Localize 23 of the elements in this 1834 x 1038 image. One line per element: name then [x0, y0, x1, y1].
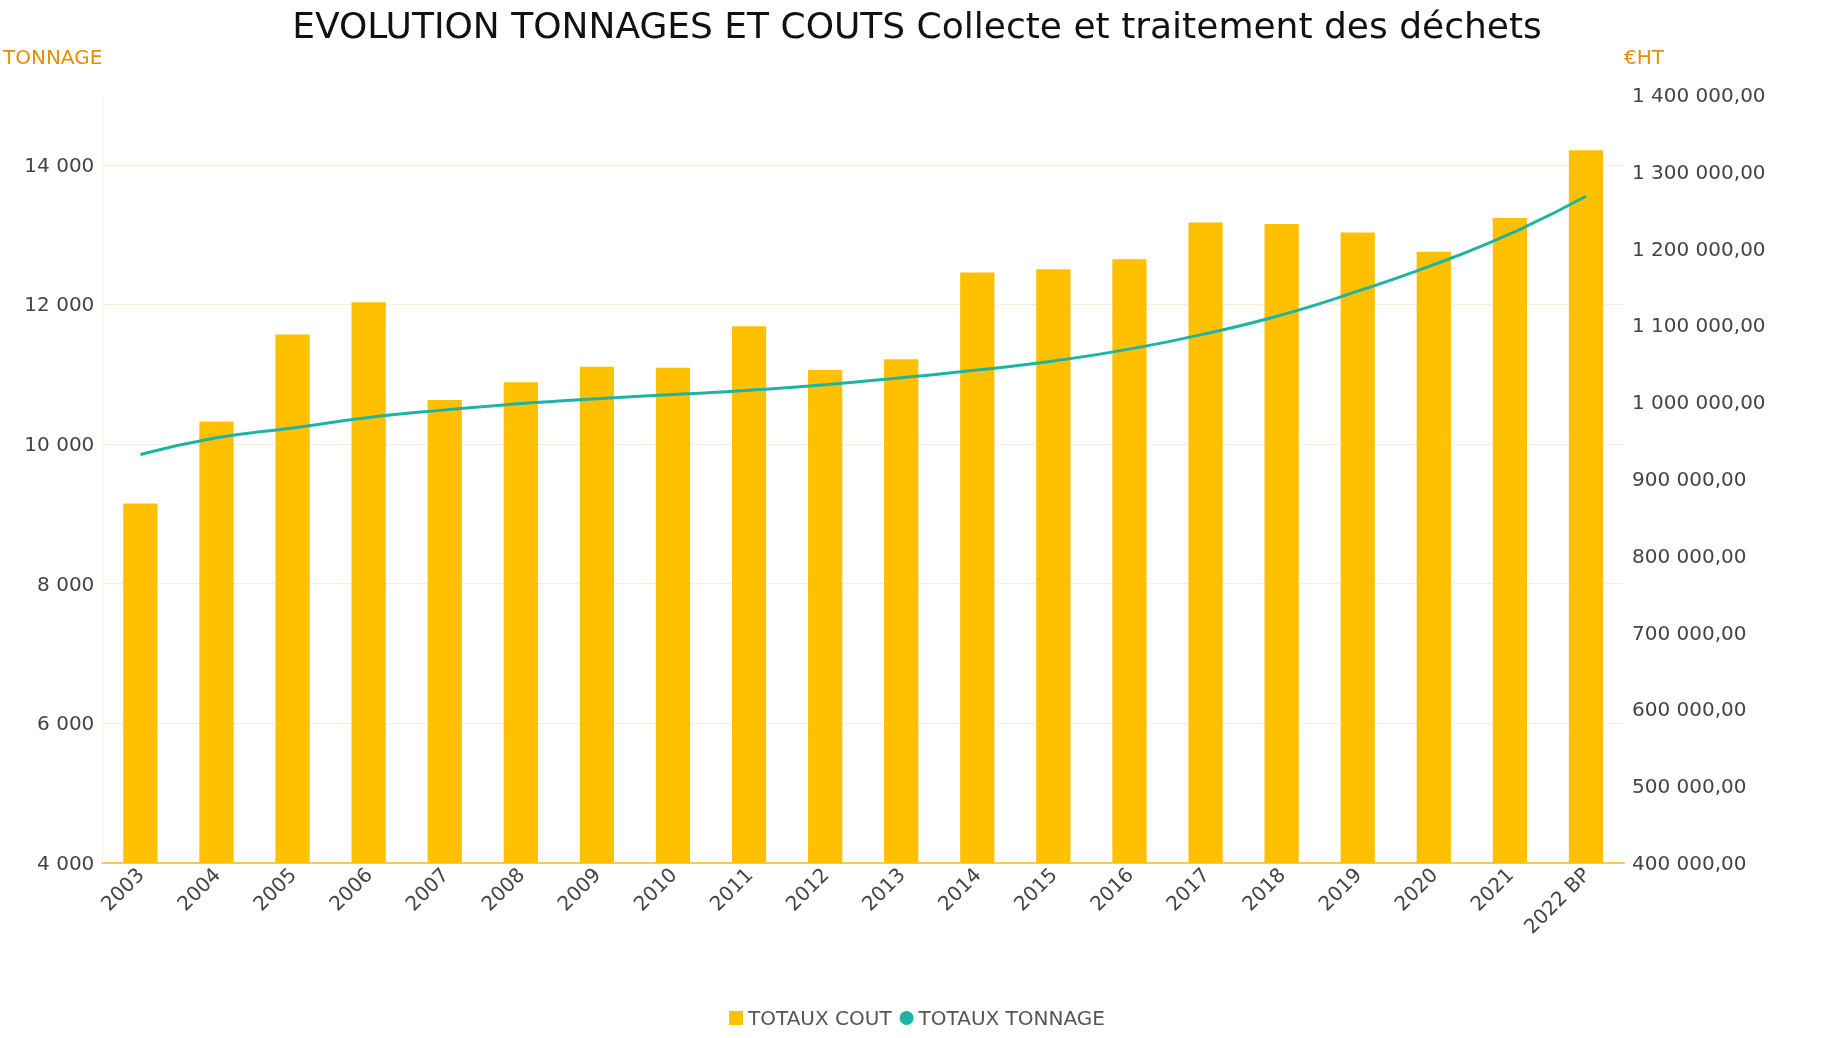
y2-tick-label: 900 000,00 — [1632, 467, 1747, 491]
y-tick-label: 10 000 — [24, 432, 95, 457]
y2-tick-label: 500 000,00 — [1632, 774, 1747, 799]
y2-tick-label: 1 400 000,00 — [1632, 83, 1766, 107]
y-tick-label: 6 000 — [37, 711, 95, 736]
y-axis-title: TONNAGE — [1, 45, 103, 69]
y2-tick-label: 600 000,00 — [1632, 697, 1747, 722]
y2-tick-label: 800 000,00 — [1632, 543, 1747, 568]
legend-label: TOTAUX COUT — [747, 1006, 893, 1030]
y2-axis-title: €HT — [1624, 45, 1665, 69]
y2-tick-label: 1 300 000,00 — [1632, 159, 1766, 184]
chart-title: EVOLUTION TONNAGES ET COUTS Collecte et traitement des déchets — [292, 4, 1542, 46]
y-tick-label: 4 000 — [37, 851, 95, 875]
y2-tick-label: 1 000 000,00 — [1632, 390, 1766, 415]
line-series — [138, 194, 1588, 457]
legend-label: TOTAUX TONNAGE — [917, 1006, 1105, 1030]
y2-tick-label: 1 200 000,00 — [1632, 236, 1766, 261]
y-tick-label: 8 000 — [37, 571, 95, 596]
y2-tick-label: 400 000,00 — [1632, 851, 1747, 875]
y2-tick-label: 700 000,00 — [1632, 620, 1747, 645]
y-tick-label: 12 000 — [24, 292, 95, 317]
y-tick-label: 14 000 — [24, 152, 95, 177]
y2-tick-label: 1 100 000,00 — [1632, 313, 1766, 338]
